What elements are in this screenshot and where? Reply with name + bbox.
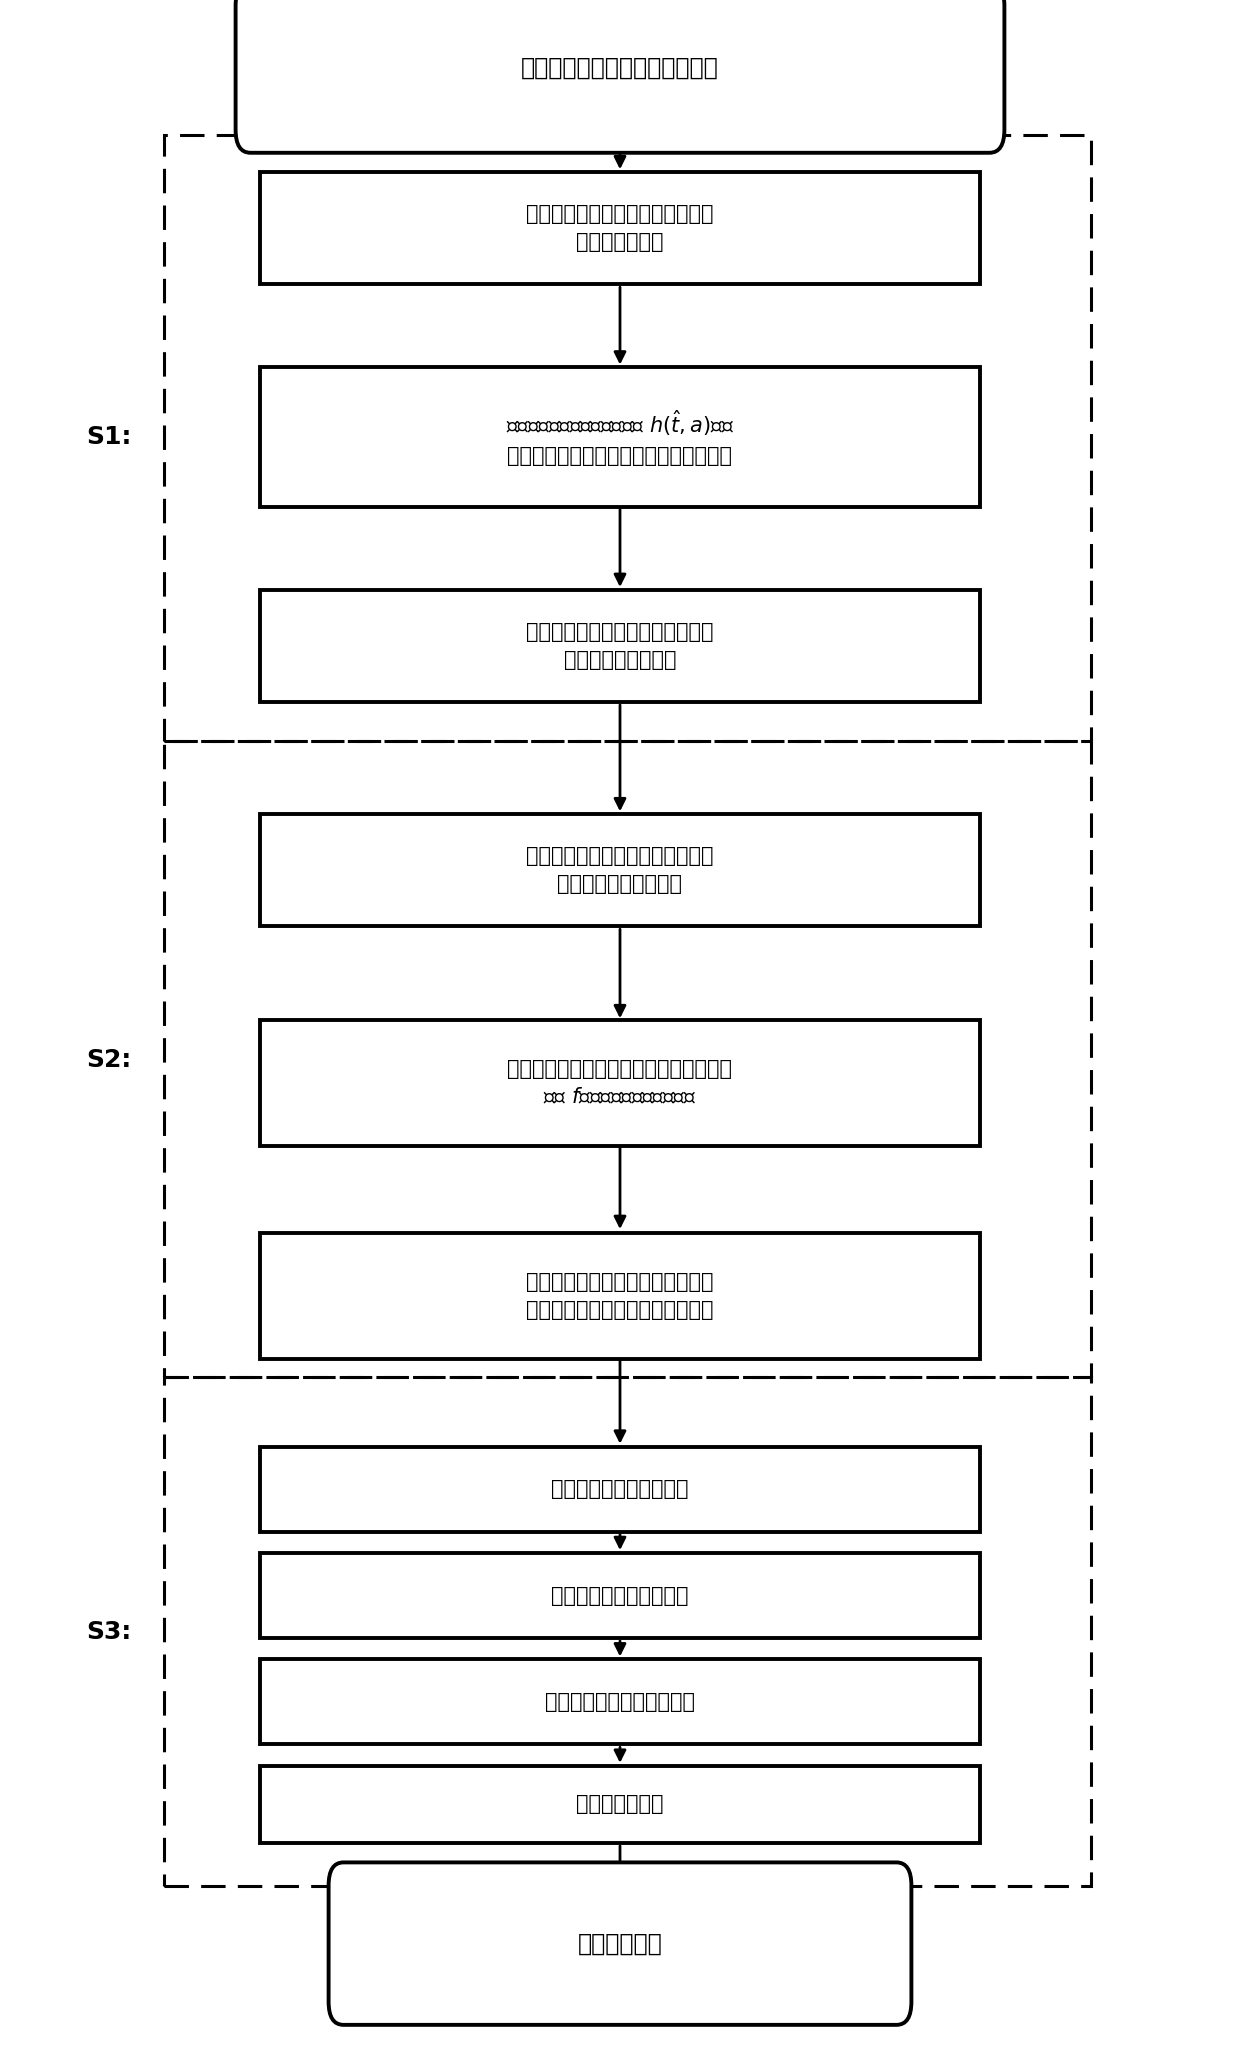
Text: 积分结果归一化: 积分结果归一化 xyxy=(577,1794,663,1814)
Bar xyxy=(164,135,1091,740)
Text: 对快时间频域回波进行逆傅里叶变
换，得到目标补偿后的一维距离像: 对快时间频域回波进行逆傅里叶变 换，得到目标补偿后的一维距离像 xyxy=(526,1271,714,1320)
Text: 目标一维距离像合成表示: 目标一维距离像合成表示 xyxy=(552,1480,688,1499)
Text: S3:: S3: xyxy=(87,1620,131,1644)
FancyBboxPatch shape xyxy=(260,1021,980,1146)
FancyBboxPatch shape xyxy=(236,0,1004,154)
Text: 二维成像结果: 二维成像结果 xyxy=(578,1931,662,1956)
Bar xyxy=(164,1378,1091,1886)
FancyBboxPatch shape xyxy=(260,367,980,506)
FancyBboxPatch shape xyxy=(260,172,980,285)
Text: S1:: S1: xyxy=(87,424,131,449)
Text: 对回波信号进行匹配滤波，消除一
维距离像的展宽效应: 对回波信号进行匹配滤波，消除一 维距离像的展宽效应 xyxy=(526,621,714,670)
Text: 构造带有速度项的匹配滤波器 $h(\hat{t},a)$，减
小匹配滤波器失配带来的一维距离像畸变: 构造带有速度项的匹配滤波器 $h(\hat{t},a)$，减 小匹配滤波器失配带… xyxy=(506,408,734,465)
FancyBboxPatch shape xyxy=(260,1765,980,1843)
Text: 散射点微动径向距离计算: 散射点微动径向距离计算 xyxy=(552,1585,688,1605)
Text: S2:: S2: xyxy=(87,1048,131,1072)
Text: 对回波进行高速运动补偿，消除一
维距离像的平移: 对回波进行高速运动补偿，消除一 维距离像的平移 xyxy=(526,205,714,252)
Text: 对一维距离像进行傅里叶变换，得
到目标快时间频域回波: 对一维距离像进行傅里叶变换，得 到目标快时间频域回波 xyxy=(526,847,714,894)
Text: 距离像复包络相位匹配处理: 距离像复包络相位匹配处理 xyxy=(546,1691,694,1712)
Text: 空间进动目标雷达观测回波数据: 空间进动目标雷达观测回波数据 xyxy=(521,55,719,80)
FancyBboxPatch shape xyxy=(260,814,980,927)
FancyBboxPatch shape xyxy=(260,1658,980,1745)
Text: 进行目标运动参数估计，针对每个快时间
频点 $f$，进行频域联合运动补偿: 进行目标运动参数估计，针对每个快时间 频点 $f$，进行频域联合运动补偿 xyxy=(507,1060,733,1107)
FancyBboxPatch shape xyxy=(260,590,980,701)
FancyBboxPatch shape xyxy=(260,1447,980,1531)
Bar xyxy=(164,740,1091,1378)
FancyBboxPatch shape xyxy=(260,1232,980,1359)
FancyBboxPatch shape xyxy=(329,1861,911,2025)
FancyBboxPatch shape xyxy=(260,1554,980,1638)
